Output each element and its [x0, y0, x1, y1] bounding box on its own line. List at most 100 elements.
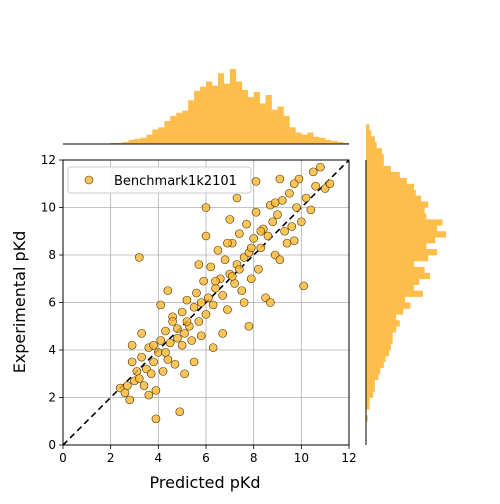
data-point — [134, 253, 144, 262]
data-point — [235, 229, 244, 238]
data-point — [256, 243, 266, 253]
histogram-right-bar — [366, 165, 391, 173]
data-point — [173, 324, 182, 333]
data-point — [165, 338, 175, 348]
histogram-right-bar — [366, 272, 430, 280]
histogram-right-bar — [366, 171, 400, 179]
data-point — [211, 283, 220, 293]
data-point — [282, 238, 292, 248]
data-point — [168, 317, 177, 326]
histogram-right-bar — [366, 403, 370, 410]
data-point — [196, 298, 206, 307]
x-tick-label: 2 — [107, 451, 115, 465]
histogram-right-bar — [366, 320, 400, 327]
histogram-top-bar — [188, 100, 195, 144]
data-point — [161, 326, 170, 336]
histogram-right-bar — [366, 302, 411, 309]
histogram-top-bar — [128, 139, 135, 144]
histogram-top-bar — [325, 139, 332, 144]
histogram-top-bar — [343, 142, 350, 144]
histogram-top-bar — [259, 103, 266, 144]
scatter-points — [115, 162, 335, 424]
data-point — [249, 234, 258, 243]
y-tick-label: 6 — [48, 296, 56, 310]
histogram-top-bar — [140, 137, 147, 144]
histogram-right-bar — [366, 231, 446, 238]
data-point — [132, 367, 142, 376]
data-point — [187, 336, 196, 345]
data-point — [273, 210, 282, 219]
histogram-right-bar — [366, 207, 425, 214]
reference-line — [62, 159, 350, 446]
histogram-top-bar — [211, 85, 219, 144]
data-point — [189, 302, 199, 312]
data-point — [287, 222, 297, 231]
histogram-right-bar — [366, 243, 427, 250]
data-point — [213, 245, 223, 255]
histogram-top-bar — [164, 121, 171, 144]
data-point — [246, 243, 256, 253]
histogram-right-bar — [366, 189, 416, 196]
data-point — [173, 333, 182, 343]
data-point — [289, 179, 299, 189]
data-point — [163, 355, 173, 364]
data-point — [149, 357, 158, 367]
histogram-right-bar — [366, 397, 370, 404]
histogram-right-bar — [366, 266, 425, 274]
data-point — [149, 340, 158, 350]
x-tick-label: 0 — [59, 451, 67, 465]
histogram-top-bar — [235, 81, 243, 144]
histogram-right-bar — [366, 237, 436, 244]
histogram-right-bar — [366, 260, 414, 268]
data-point — [127, 340, 137, 350]
histogram-right-bar — [366, 361, 384, 369]
histogram-top-bar — [158, 127, 165, 144]
data-point — [139, 381, 149, 390]
data-point — [180, 329, 189, 338]
y-tick-label: 8 — [48, 248, 56, 262]
x-tick-label: 12 — [341, 451, 356, 465]
legend: Benchmark1k2101 — [67, 166, 252, 194]
data-point — [125, 395, 135, 405]
histogram-top-bar — [295, 132, 302, 144]
legend-box — [67, 166, 252, 194]
data-point — [275, 174, 285, 184]
data-point — [146, 369, 156, 379]
data-point — [223, 305, 232, 314]
x-tick-label: 6 — [202, 451, 210, 465]
histogram-top-bar — [152, 129, 159, 144]
y-tick-label: 4 — [48, 343, 56, 357]
data-point — [211, 276, 220, 286]
y-tick-label: 12 — [41, 153, 56, 167]
data-point — [254, 264, 263, 274]
histogram-top-bar — [146, 134, 153, 144]
histogram-right-bar — [366, 177, 407, 185]
histogram-top-bar — [229, 69, 237, 144]
data-point — [239, 298, 249, 307]
data-point — [285, 188, 294, 198]
data-point — [311, 181, 320, 191]
histogram-right-bar — [366, 130, 372, 137]
data-point — [232, 193, 242, 203]
data-point — [127, 357, 137, 367]
data-point — [170, 359, 180, 369]
data-point — [151, 414, 161, 424]
histogram-top-bar — [319, 137, 326, 144]
data-point — [246, 274, 256, 284]
data-point — [137, 329, 146, 338]
histogram-top-bar — [253, 91, 260, 144]
data-point — [218, 329, 227, 338]
histogram-right-bar — [366, 154, 384, 161]
data-point — [223, 238, 232, 248]
histogram-top-bar — [194, 90, 201, 144]
histogram-right-bar — [366, 314, 397, 321]
histogram-right-bar — [366, 367, 381, 375]
data-point — [275, 255, 285, 265]
data-point — [201, 203, 211, 212]
histogram-top-bar — [313, 136, 320, 144]
data-point — [154, 348, 163, 357]
histogram-top-bar — [307, 132, 314, 144]
data-point — [206, 262, 216, 272]
data-point — [301, 193, 311, 203]
data-point — [180, 369, 189, 379]
